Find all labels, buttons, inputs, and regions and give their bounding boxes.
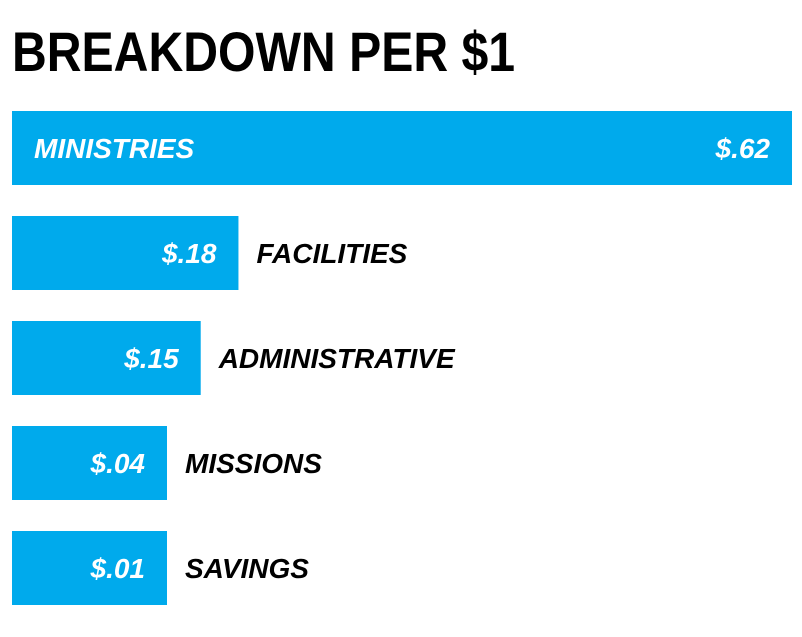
- value-label-savings: $.01: [90, 553, 146, 584]
- category-label-savings: SAVINGS: [185, 553, 309, 584]
- bar-missions: [12, 426, 167, 500]
- value-label-facilities: $.18: [161, 238, 217, 269]
- bar-savings: [12, 531, 167, 605]
- category-label-missions: MISSIONS: [185, 448, 322, 479]
- value-label-missions: $.04: [90, 448, 146, 479]
- bar-administrative: [12, 321, 201, 395]
- value-label-ministries: $.62: [715, 133, 771, 164]
- value-label-administrative: $.15: [123, 343, 179, 374]
- bar-facilities: [12, 216, 239, 290]
- category-label-facilities: FACILITIES: [256, 238, 407, 269]
- bar-ministries: [12, 111, 792, 185]
- chart-title: BREAKDOWN PER $1: [12, 20, 516, 83]
- category-label-administrative: ADMINISTRATIVE: [218, 343, 456, 374]
- category-label-ministries: MINISTRIES: [34, 133, 195, 164]
